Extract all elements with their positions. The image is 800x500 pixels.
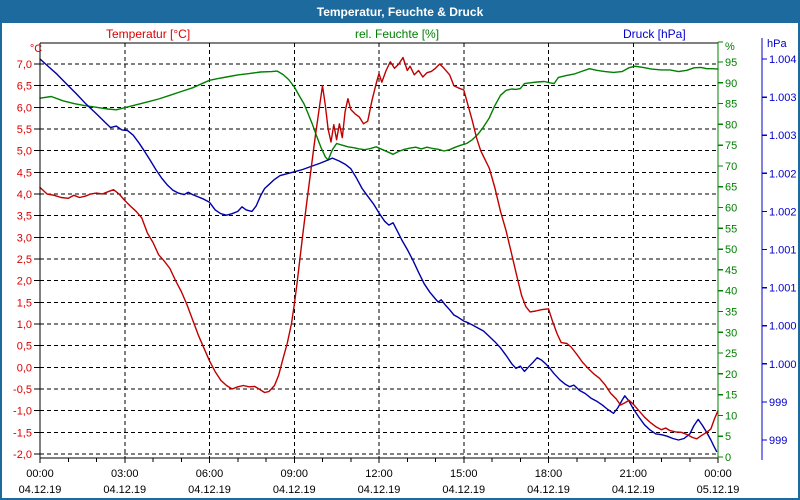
humidity-tick-label: 30: [725, 327, 737, 339]
temperature-tick-label: 7,0: [17, 59, 32, 71]
pressure-tick-label: 999: [769, 435, 787, 447]
pressure-tick-label: 1.003: [769, 130, 797, 142]
pressure-tick-label: 1.003: [769, 92, 797, 104]
temperature-axis: 7,0 6,5 6,0 5,5 5,0 4,5 4,0 3,5 3,0 2,5 2,0 1,5 1,0 0…: [13, 43, 42, 461]
temperature-tick-label: 6,5: [17, 81, 32, 93]
pressure-tick-label: 999: [769, 397, 787, 409]
humidity-tick-label: 40: [725, 286, 737, 298]
humidity-tick-label: 50: [725, 244, 737, 256]
humidity-tick-label: 65: [725, 182, 737, 194]
humidity-tick-label: 15: [725, 390, 737, 402]
time-tick-label: 21:00: [619, 468, 647, 480]
temperature-tick-label: -1,5: [13, 427, 32, 439]
date-tick-label: 04.12.19: [527, 484, 570, 496]
humidity-tick-label: 75: [725, 140, 737, 152]
humidity-tick-label: 0: [725, 452, 731, 464]
date-tick-label: 04.12.19: [612, 484, 655, 496]
time-tick-label: 00:00: [704, 468, 732, 480]
pressure-tick-label: 1.001: [769, 283, 797, 295]
time-tick-label: 12:00: [365, 468, 393, 480]
temperature-tick-label: 2,0: [17, 276, 32, 288]
humidity-tick-label: 70: [725, 161, 737, 173]
date-tick-label: 05.12.19: [697, 484, 740, 496]
temperature-tick-label: 3,0: [17, 232, 32, 244]
pressure-tick-label: 1.004: [769, 54, 797, 66]
humidity-tick-label: 55: [725, 223, 737, 235]
humidity-tick-label: 95: [725, 57, 737, 69]
pressure-axis-unit: hPa: [767, 38, 787, 50]
temperature-axis-unit: °C: [30, 43, 42, 55]
temperature-tick-label: -1,0: [13, 406, 32, 418]
temperature-tick-label: 1,5: [17, 297, 32, 309]
date-tick-label: 04.12.19: [188, 484, 231, 496]
pressure-curve: [39, 58, 718, 453]
temperature-tick-label: 3,5: [17, 211, 32, 223]
temperature-tick-label: 2,5: [17, 254, 32, 266]
pressure-tick-label: 1.002: [769, 168, 797, 180]
temperature-tick-label: 4,0: [17, 189, 32, 201]
time-tick-label: 09:00: [280, 468, 308, 480]
humidity-tick-label: 25: [725, 348, 737, 360]
date-tick-label: 04.12.19: [103, 484, 146, 496]
window-title: Temperatur, Feuchte & Druck: [316, 5, 484, 19]
pressure-tick-label: 1.002: [769, 206, 797, 218]
pressure-tick-label: 1.001: [769, 245, 797, 257]
temperature-tick-label: 6,0: [17, 102, 32, 114]
humidity-tick-label: 20: [725, 369, 737, 381]
humidity-axis-unit: %: [725, 41, 735, 53]
time-tick-label: 03:00: [111, 468, 139, 480]
temperature-tick-label: 4,5: [17, 167, 32, 179]
humidity-tick-label: 45: [725, 265, 737, 277]
temperature-series-label: Temperatur [°C]: [106, 27, 191, 41]
temperature-tick-label: 5,0: [17, 146, 32, 158]
pressure-tick-label: 1.000: [769, 359, 797, 371]
humidity-curve: [39, 65, 719, 161]
time-axis: 00:00 04.12.19 03:00 04.12.19 06:00 04.12.19 0…: [19, 458, 740, 496]
temperature-tick-label: 0,0: [17, 362, 32, 374]
date-tick-label: 04.12.19: [358, 484, 401, 496]
pressure-series-label: Druck [hPa]: [623, 27, 686, 41]
temperature-tick-label: 1,0: [17, 319, 32, 331]
date-tick-label: 04.12.19: [19, 484, 62, 496]
date-tick-label: 04.12.19: [442, 484, 485, 496]
humidity-tick-label: 85: [725, 99, 737, 111]
humidity-tick-label: 35: [725, 306, 737, 318]
temperature-tick-label: -0,5: [13, 384, 32, 396]
humidity-tick-label: 10: [725, 410, 737, 422]
temperature-tick-label: 0,5: [17, 341, 32, 353]
humidity-series-label: rel. Feuchte [%]: [355, 27, 440, 41]
time-tick-label: 06:00: [196, 468, 224, 480]
pressure-tick-label: 1.000: [769, 321, 797, 333]
time-tick-label: 15:00: [450, 468, 478, 480]
humidity-tick-label: 60: [725, 203, 737, 215]
curves: [39, 56, 719, 453]
pressure-axis: 1.004 1.003 1.003 1.002 1.002 1.001 1.001 1.000…: [761, 38, 797, 460]
time-tick-label: 18:00: [535, 468, 563, 480]
title-bar: Temperatur, Feuchte & Druck: [2, 2, 798, 23]
humidity-tick-label: 5: [725, 431, 731, 443]
humidity-tick-label: 80: [725, 119, 737, 131]
date-tick-label: 04.12.19: [273, 484, 316, 496]
temperature-tick-label: -2,0: [13, 449, 32, 461]
temperature-tick-label: 5,5: [17, 124, 32, 136]
humidity-tick-label: 90: [725, 78, 737, 90]
time-tick-label: 00:00: [26, 468, 54, 480]
gridlines: [40, 43, 718, 458]
temperature-curve: [39, 56, 719, 440]
